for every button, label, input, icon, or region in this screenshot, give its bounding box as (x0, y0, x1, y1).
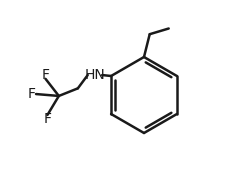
Text: HN: HN (85, 68, 105, 82)
Text: F: F (42, 68, 49, 82)
Text: F: F (43, 112, 52, 126)
Text: F: F (28, 87, 36, 101)
